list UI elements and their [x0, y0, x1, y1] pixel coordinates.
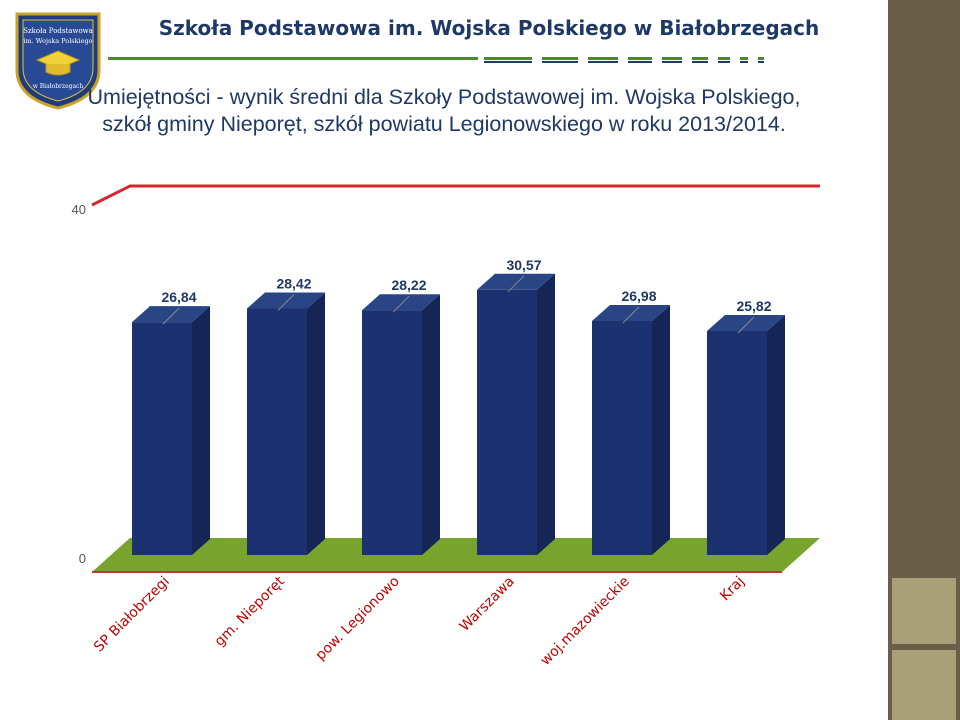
bar: [477, 273, 555, 555]
data-label-leader-line: [622, 306, 640, 324]
bar-top: [362, 294, 440, 311]
bar-side: [422, 294, 440, 555]
data-label-leader-line: [507, 275, 525, 293]
logo-text-line-3: w Białobrzegach: [33, 83, 84, 90]
data-label-leader-line: [162, 307, 180, 325]
bar-top: [477, 273, 555, 290]
school-name-header: Szkoła Podstawowa im. Wojska Polskiego w…: [158, 16, 820, 40]
chart-title: Umiejętności - wynik średni dla Szkoły P…: [0, 84, 888, 138]
decorative-side-panel: [888, 0, 960, 720]
bar-side: [192, 306, 210, 555]
chart-title-line-2: szkół gminy Nieporęt, szkół powiatu Legi…: [102, 112, 786, 136]
data-label: 26,84: [161, 289, 196, 305]
x-tick-label: gm. Nieporęt: [212, 573, 289, 650]
logo-text-line-1: Szkoła Podstawowa: [23, 27, 93, 35]
data-label-leader-line: [277, 294, 295, 311]
bar: [247, 292, 325, 555]
bar-front: [477, 289, 537, 555]
bar-side: [767, 315, 785, 555]
x-tick-label: Kraj: [717, 574, 748, 605]
x-tick-label: pow. Legionowo: [313, 574, 403, 664]
data-label: 28,22: [391, 277, 426, 293]
data-label: 30,57: [506, 257, 541, 273]
bar-side: [537, 273, 555, 555]
bar-front: [247, 308, 307, 555]
decorative-square-bottom: [892, 650, 956, 720]
bar-front: [592, 320, 652, 555]
bar: [592, 304, 670, 555]
data-label-leader-line: [737, 316, 755, 334]
bar-side: [652, 304, 670, 555]
x-tick-label: Warszawa: [457, 574, 518, 635]
bar-side: [307, 292, 325, 555]
data-label: 25,82: [736, 298, 771, 314]
bar-front: [707, 331, 767, 555]
chart-title-line-1: Umiejętności - wynik średni dla Szkoły P…: [87, 85, 801, 109]
bar: [707, 315, 785, 555]
bar-top: [247, 292, 325, 309]
data-label: 28,42: [276, 275, 311, 291]
data-label-leader-line: [392, 295, 410, 313]
bar-front: [362, 310, 422, 555]
header-divider-dashes: [108, 57, 764, 63]
bar-top: [707, 315, 785, 332]
y-tick-label: 40: [72, 202, 86, 217]
bar: [362, 294, 440, 555]
logo-text-line-2: im. Wojska Polskiego: [23, 37, 92, 45]
bar-top: [592, 304, 670, 321]
school-logo-emblem: Szkoła Podstawowa im. Wojska Polskiego w…: [15, 12, 101, 110]
bar-chart: 0 40 26,84 28,42 28,22 30,57 26,98 25,82 SP Biał…: [72, 184, 820, 669]
data-label: 26,98: [621, 288, 656, 304]
bar-front: [132, 322, 192, 555]
x-tick-label: woj.mazowieckie: [538, 574, 633, 669]
bar-top: [132, 306, 210, 323]
x-tick-label: SP Białobrzegi: [91, 574, 173, 656]
y-tick-label: 0: [79, 551, 86, 566]
chart-back-wall-top-edge: [91, 184, 820, 207]
decorative-square-top: [892, 578, 956, 644]
bar: [132, 306, 210, 555]
